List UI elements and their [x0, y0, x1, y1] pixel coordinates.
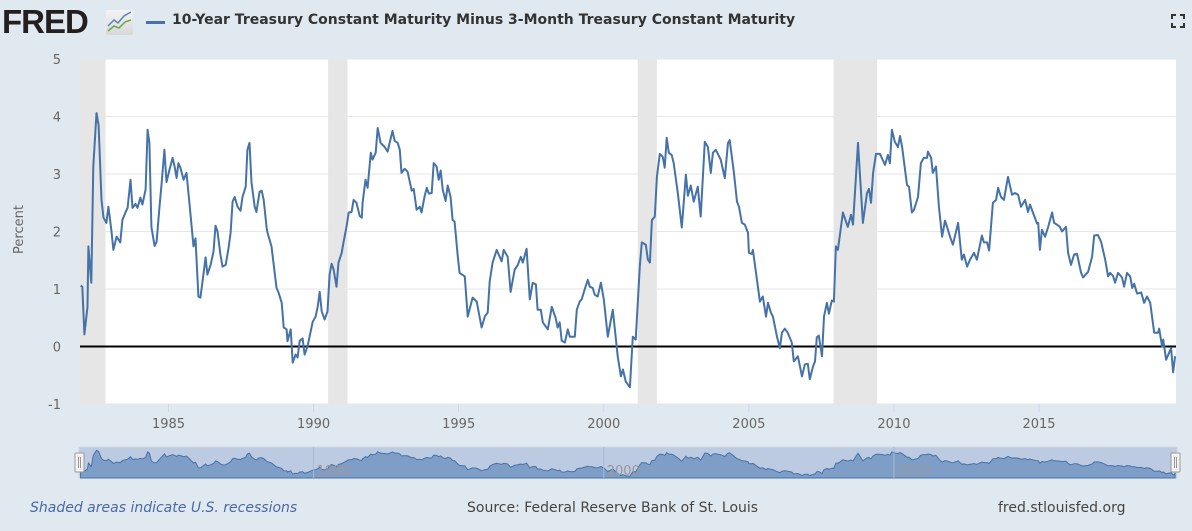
- x-tick-label: 1990: [297, 417, 330, 432]
- navigator-left-handle[interactable]: [74, 452, 85, 473]
- navigator-label: 1990: [317, 464, 350, 479]
- navigator-label: 2000: [607, 464, 640, 479]
- fred-logo[interactable]: FRED: [2, 3, 89, 40]
- series-line: [80, 112, 1177, 389]
- navigator-right-handle[interactable]: [1170, 452, 1181, 473]
- x-tick-label: 2005: [732, 417, 765, 432]
- legend-series-swatch: [146, 21, 165, 24]
- y-tick-label: 3: [53, 168, 61, 183]
- fullscreen-icon[interactable]: [1170, 13, 1186, 29]
- chart-title: 10-Year Treasury Constant Maturity Minus…: [172, 12, 796, 28]
- source-text: Source: Federal Reserve Bank of St. Loui…: [467, 500, 759, 516]
- x-tick-label: 2010: [877, 417, 910, 432]
- navigator[interactable]: 1990 2000 2010: [74, 446, 1181, 479]
- navigator-area: [80, 449, 1176, 479]
- y-tick-label: 4: [53, 111, 61, 126]
- x-tick-label: 1985: [152, 417, 185, 432]
- navigator-label: 2010: [897, 464, 930, 479]
- y-tick-label: 1: [53, 283, 61, 298]
- y-tick-label: 2: [53, 226, 61, 241]
- fred-url-link[interactable]: fred.stlouisfed.org: [998, 500, 1126, 516]
- y-tick-label: -1: [48, 398, 61, 413]
- recession-note: Shaded areas indicate U.S. recessions: [30, 500, 298, 516]
- y-tick-label: 0: [53, 341, 61, 356]
- fred-logo-text: FRED: [2, 3, 89, 40]
- fred-logo-chart-icon: [106, 10, 133, 35]
- x-tick-label: 1995: [442, 417, 475, 432]
- x-tick-label: 2000: [587, 417, 620, 432]
- x-tick-label: 2015: [1022, 417, 1055, 432]
- y-tick-label: 5: [53, 53, 61, 68]
